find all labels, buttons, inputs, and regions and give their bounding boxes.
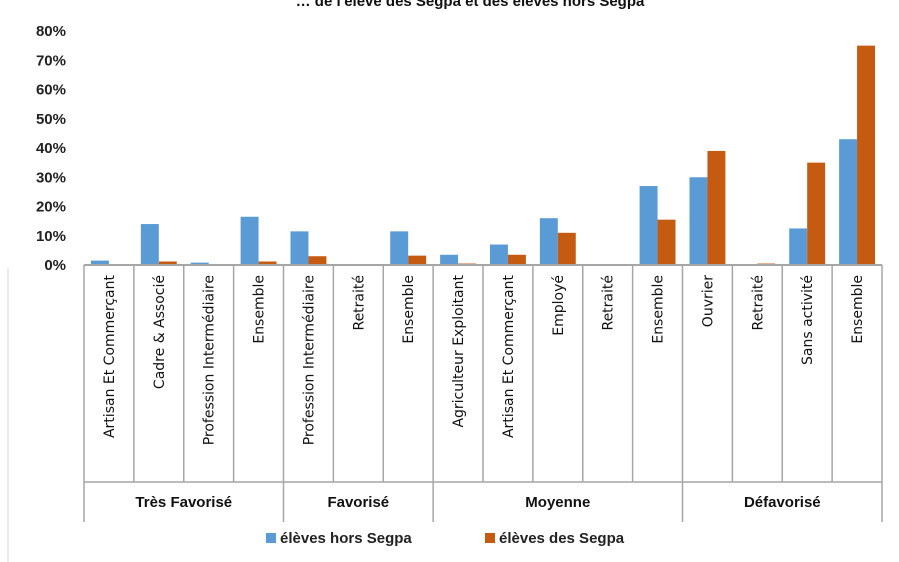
category-label: Artisan Et Commerçant xyxy=(501,274,517,438)
group-label: Très Favorisé xyxy=(135,494,232,511)
y-tick-label: 0% xyxy=(44,257,66,274)
bar xyxy=(839,139,858,265)
category-label: Retraité xyxy=(750,275,766,331)
bar xyxy=(807,162,826,266)
y-tick-label: 80% xyxy=(36,23,66,40)
y-tick-label: 40% xyxy=(36,140,66,157)
y-tick-label: 10% xyxy=(36,228,66,245)
bar xyxy=(639,186,658,265)
bar xyxy=(657,219,676,265)
category-label: Ensemble xyxy=(252,275,268,344)
bar xyxy=(489,244,508,265)
category-label: Ouvrier xyxy=(700,275,716,327)
bar xyxy=(707,150,726,265)
y-tick-label: 50% xyxy=(36,111,66,128)
category-label: Retraité xyxy=(601,275,617,331)
bar xyxy=(689,177,708,265)
bar xyxy=(789,228,808,265)
category-label: Ensemble xyxy=(401,275,417,344)
category-label: Profession Intermédiaire xyxy=(202,275,218,445)
bar xyxy=(290,231,309,265)
category-axis xyxy=(7,264,883,562)
legend-swatch xyxy=(485,533,495,543)
group-label: Favorisé xyxy=(327,494,389,511)
legend-label: élèves des Segpa xyxy=(499,530,625,547)
bar xyxy=(158,261,177,265)
category-label: Ensemble xyxy=(850,275,866,344)
bar xyxy=(140,224,159,265)
bar xyxy=(857,45,876,266)
bar xyxy=(408,255,427,265)
group-label: Défavorisé xyxy=(744,494,821,511)
category-label: Profession Intermédiaire xyxy=(301,275,317,445)
bar xyxy=(90,260,109,265)
category-label: Agriculteur Exploitant xyxy=(451,274,467,427)
category-label: Artisan Et Commerçant xyxy=(102,274,118,438)
bar xyxy=(557,232,576,265)
legend-swatch xyxy=(266,533,276,543)
category-label: Ensemble xyxy=(651,275,667,344)
bar xyxy=(258,261,277,265)
bars xyxy=(90,45,876,266)
group-label: Moyenne xyxy=(525,494,590,511)
bar xyxy=(390,231,409,265)
bar xyxy=(507,254,526,265)
y-tick-label: 60% xyxy=(36,82,66,99)
legend-label: élèves hors Segpa xyxy=(280,530,412,547)
legend: élèves hors Segpa élèves des Segpa xyxy=(266,530,625,547)
bar xyxy=(240,216,259,265)
bar xyxy=(190,262,209,265)
bar xyxy=(440,254,459,265)
bar xyxy=(539,218,558,265)
category-label: Retraité xyxy=(351,275,367,331)
y-axis-ticks: 0% 10% 20% 30% 40% 50% 60% 70% 80% xyxy=(36,23,66,274)
group-labels: Très Favorisé Favorisé Moyenne Défavorisé xyxy=(135,494,820,511)
category-label: Cadre & Associé xyxy=(152,275,168,389)
category-labels: Artisan Et Commerçant Cadre & Associé Prof… xyxy=(102,274,866,445)
y-tick-label: 20% xyxy=(36,199,66,216)
y-tick-label: 70% xyxy=(36,52,66,69)
category-label: Employé xyxy=(551,275,567,336)
bar xyxy=(308,256,327,265)
chart-title: … de l'élève des Segpa et des élèves hor… xyxy=(296,0,645,10)
category-label: Sans activité xyxy=(800,275,816,365)
y-tick-label: 30% xyxy=(36,169,66,186)
